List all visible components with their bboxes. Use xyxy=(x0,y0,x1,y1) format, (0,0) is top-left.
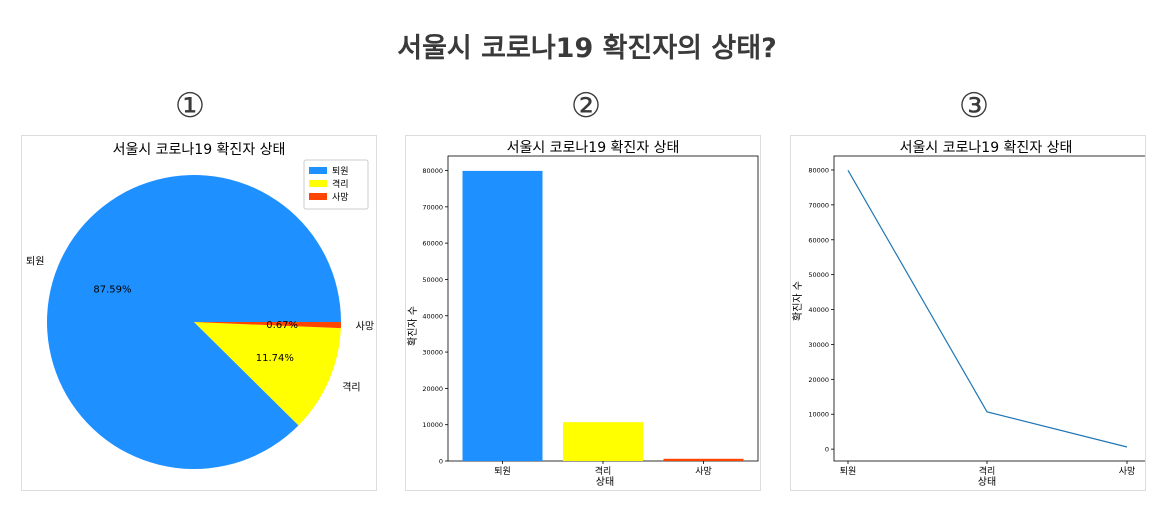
bar-y-tick-label: 70000 xyxy=(422,203,443,211)
line-x-axis-label: 상태 xyxy=(978,476,996,488)
bar-isolated xyxy=(563,422,643,461)
page-title: 서울시 코로나19 확진자의 상태? xyxy=(397,33,777,64)
line-y-tick-label: 60000 xyxy=(808,236,829,244)
legend-label-discharged: 퇴원 xyxy=(332,166,349,177)
line-y-tick-label: 0 xyxy=(825,446,829,454)
pie-slice-discharged xyxy=(46,175,341,470)
line-x-tick-label-isolated: 격리 xyxy=(979,465,996,477)
line-y-tick-label: 80000 xyxy=(808,166,829,174)
pie-chart: 서울시 코로나19 확진자 상태 87.59% 퇴원 11.74% 격리 0.67% 사망… xyxy=(26,142,374,470)
bar-y-axis-label: 확진자 수 xyxy=(407,306,419,346)
chart-number-3: ③ xyxy=(958,86,990,126)
bar-chart-title: 서울시 코로나19 확진자 상태 xyxy=(507,140,680,156)
line-y-tick-label: 40000 xyxy=(808,306,829,314)
bar-x-axis-label: 상태 xyxy=(596,476,614,488)
pie-category-label-death: 사망 xyxy=(356,320,374,332)
pie-chart-panel: 서울시 코로나19 확진자 상태 87.59% 퇴원 11.74% 격리 0.67% 사망… xyxy=(21,135,377,491)
line-y-tick-label: 70000 xyxy=(808,201,829,209)
line-series xyxy=(847,170,1128,448)
pie-slice-isolated xyxy=(194,322,341,426)
pie-slice-death xyxy=(194,322,341,329)
bar-y-tick-label: 20000 xyxy=(422,385,443,393)
legend-swatch-discharged xyxy=(309,167,327,174)
pie-chart-title: 서울시 코로나19 확진자 상태 xyxy=(113,142,286,158)
line-chart-title: 서울시 코로나19 확진자 상태 xyxy=(900,140,1073,156)
line-y-tick-label: 30000 xyxy=(808,341,829,349)
bar-death xyxy=(663,458,744,461)
bar-x-tick-label-discharged: 퇴원 xyxy=(494,466,511,477)
line-plot-frame xyxy=(833,155,1145,462)
pie-legend: 퇴원 격리 사망 xyxy=(303,159,369,210)
pie-category-label-discharged: 퇴원 xyxy=(26,256,44,268)
bar-chart-panel: 서울시 코로나19 확진자 상태 0 10000 20000 30000 40000 50… xyxy=(405,135,761,491)
line-x-tick-label-death: 사망 xyxy=(1119,466,1136,477)
line-y-tick-label: 50000 xyxy=(808,271,829,279)
legend-label-isolated: 격리 xyxy=(332,178,349,190)
line-chart-panel: 서울시 코로나19 확진자 상태 0 10000 20000 30000 40000 50… xyxy=(790,135,1146,491)
pie-value-label-isolated: 11.74% xyxy=(256,353,294,364)
line-y-axis-label: 확진자 수 xyxy=(792,281,804,321)
chart-number-2: ② xyxy=(570,86,602,126)
bar-x-tick-label-death: 사망 xyxy=(695,466,712,477)
bar-y-tick-label: 0 xyxy=(439,458,443,466)
pie-value-label-death: 0.67% xyxy=(266,320,298,331)
chart-number-1: ① xyxy=(174,86,206,126)
pie-category-label-isolated: 격리 xyxy=(342,381,360,394)
legend-swatch-isolated xyxy=(309,180,327,187)
bar-y-tick-label: 10000 xyxy=(422,421,443,429)
pie-value-label-discharged: 87.59% xyxy=(93,284,131,295)
bar-y-tick-label: 80000 xyxy=(422,167,443,175)
bar-x-tick-label-isolated: 격리 xyxy=(595,465,612,477)
bar-y-tick-label: 40000 xyxy=(422,312,443,320)
bar-y-tick-label: 50000 xyxy=(422,276,443,284)
legend-label-death: 사망 xyxy=(332,192,349,203)
line-y-tick-label: 20000 xyxy=(808,376,829,384)
bar-y-tick-label: 30000 xyxy=(422,349,443,357)
line-y-tick-label: 10000 xyxy=(808,411,829,419)
bar-chart: 서울시 코로나19 확진자 상태 0 10000 20000 30000 40000 50… xyxy=(407,140,759,488)
legend-swatch-death xyxy=(309,193,327,200)
bar-discharged xyxy=(462,170,543,461)
bar-y-tick-label: 60000 xyxy=(422,240,443,248)
line-x-tick-label-discharged: 퇴원 xyxy=(840,466,857,477)
line-chart: 서울시 코로나19 확진자 상태 0 10000 20000 30000 40000 50… xyxy=(792,140,1145,488)
